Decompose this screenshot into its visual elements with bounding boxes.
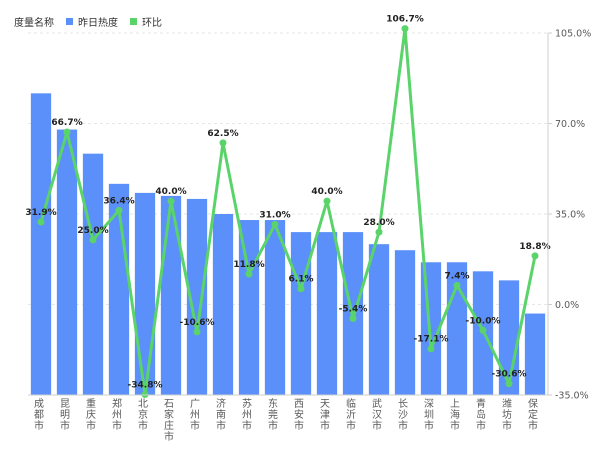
bar-北京市 bbox=[134, 192, 156, 395]
x-tick-label: 武汉市 bbox=[372, 397, 382, 432]
point-西安市 bbox=[297, 285, 305, 293]
x-tick-label: 天津市 bbox=[320, 399, 330, 432]
data-label: 40.0% bbox=[311, 187, 342, 197]
bar-武汉市 bbox=[368, 244, 390, 395]
x-tick-label: 石家庄市 bbox=[164, 399, 174, 443]
bar-广州市 bbox=[186, 198, 208, 395]
bar-苏州市 bbox=[238, 220, 260, 395]
x-tick-label: 重庆市 bbox=[86, 397, 96, 432]
line-layer bbox=[37, 25, 539, 398]
data-label: -10.6% bbox=[180, 318, 215, 328]
data-label: 11.8% bbox=[233, 260, 264, 270]
x-tick-label: 深圳市 bbox=[424, 398, 434, 432]
data-label: 66.7% bbox=[51, 118, 82, 128]
point-上海市 bbox=[453, 281, 461, 289]
legend-item-heat[interactable]: 昨日热度 bbox=[66, 14, 118, 29]
x-tick-label: 东莞市 bbox=[268, 397, 278, 432]
bar-潍坊市 bbox=[498, 280, 520, 395]
legend-item-mom[interactable]: 环比 bbox=[130, 14, 162, 29]
data-label: -5.4% bbox=[339, 304, 368, 314]
data-label: 62.5% bbox=[207, 129, 238, 139]
legend-title: 度量名称 bbox=[14, 17, 54, 29]
data-label: 18.8% bbox=[519, 242, 550, 252]
y-right-tick-label: 0.0% bbox=[555, 300, 579, 311]
point-长沙市 bbox=[401, 25, 409, 33]
data-label: -34.8% bbox=[128, 380, 163, 390]
data-label: -10.0% bbox=[466, 316, 501, 326]
axis-layer: -35.0% 0.0% 35.0% 70.0% 105.0% 成都市 昆明市 重庆市 郑州市 北京… bbox=[28, 29, 591, 443]
point-昆明市 bbox=[63, 128, 71, 136]
data-label: 7.4% bbox=[445, 271, 470, 281]
point-北京市 bbox=[141, 390, 149, 398]
point-潍坊市 bbox=[505, 380, 513, 388]
bar-天津市 bbox=[316, 232, 338, 395]
point-天津市 bbox=[323, 197, 331, 205]
point-武汉市 bbox=[375, 228, 383, 236]
x-tick-label: 北京市 bbox=[138, 398, 148, 432]
x-tick-label: 西安市 bbox=[294, 399, 304, 432]
data-label: 36.4% bbox=[103, 196, 134, 206]
bar-保定市 bbox=[524, 313, 546, 395]
point-深圳市 bbox=[427, 345, 435, 353]
x-tick-label: 成都市 bbox=[34, 398, 44, 432]
x-tick-label: 昆明市 bbox=[60, 398, 70, 432]
point-东莞市 bbox=[271, 220, 279, 228]
data-label: -30.6% bbox=[492, 370, 527, 380]
point-广州市 bbox=[193, 328, 201, 336]
data-label: 28.0% bbox=[363, 218, 394, 228]
point-石家庄市 bbox=[167, 197, 175, 205]
y-right-tick-label: 35.0% bbox=[555, 210, 585, 221]
legend-label-heat: 昨日热度 bbox=[78, 17, 118, 29]
data-label: 31.0% bbox=[259, 210, 290, 220]
x-tick-label: 济南市 bbox=[216, 397, 226, 432]
data-label: 25.0% bbox=[77, 226, 108, 236]
data-label: 31.9% bbox=[25, 208, 56, 218]
point-青岛市 bbox=[479, 326, 487, 334]
legend-swatch-mom bbox=[130, 17, 137, 25]
y-right-tick-label: -35.0% bbox=[555, 391, 589, 402]
grid-layer bbox=[28, 32, 548, 305]
bar-重庆市 bbox=[82, 153, 104, 395]
x-tick-label: 临沂市 bbox=[346, 397, 356, 432]
x-tick-label: 广州市 bbox=[190, 398, 200, 432]
bar-石家庄市 bbox=[160, 195, 182, 395]
bar-昆明市 bbox=[56, 129, 78, 396]
point-临沂市 bbox=[349, 314, 357, 322]
data-label: -17.1% bbox=[414, 335, 449, 345]
point-苏州市 bbox=[245, 270, 253, 278]
legend: 度量名称 昨日热度 环比 bbox=[14, 12, 174, 30]
y-right-tick-label: 105.0% bbox=[555, 29, 591, 40]
data-label: 6.1% bbox=[289, 275, 314, 285]
x-tick-label: 上海市 bbox=[450, 398, 460, 432]
bar-西安市 bbox=[290, 232, 312, 395]
x-tick-label: 青岛市 bbox=[476, 397, 486, 432]
bar-东莞市 bbox=[264, 220, 286, 395]
data-label: 40.0% bbox=[155, 187, 186, 197]
bar-成都市 bbox=[30, 93, 52, 395]
bar-长沙市 bbox=[394, 250, 416, 395]
x-tick-label: 保定市 bbox=[528, 397, 538, 432]
point-保定市 bbox=[531, 252, 539, 260]
data-label: 106.7% bbox=[386, 15, 424, 25]
x-tick-label: 潍坊市 bbox=[502, 398, 512, 432]
point-重庆市 bbox=[89, 236, 97, 244]
x-tick-label: 苏州市 bbox=[242, 397, 252, 432]
point-成都市 bbox=[37, 218, 45, 226]
legend-label-mom: 环比 bbox=[142, 17, 162, 29]
point-济南市 bbox=[219, 139, 227, 147]
line-mom bbox=[39, 27, 537, 396]
point-郑州市 bbox=[115, 206, 123, 214]
label-layer: 31.9% 66.7% 25.0% 36.4% -34.8% 40.0% -10.6% 62.… bbox=[25, 15, 550, 391]
legend-swatch-heat bbox=[66, 17, 73, 25]
y-right-tick-label: 70.0% bbox=[555, 119, 585, 130]
x-tick-label: 长沙市 bbox=[398, 398, 408, 432]
x-tick-label: 郑州市 bbox=[112, 397, 122, 432]
bar-layer bbox=[30, 93, 546, 396]
bar-济南市 bbox=[212, 214, 234, 395]
